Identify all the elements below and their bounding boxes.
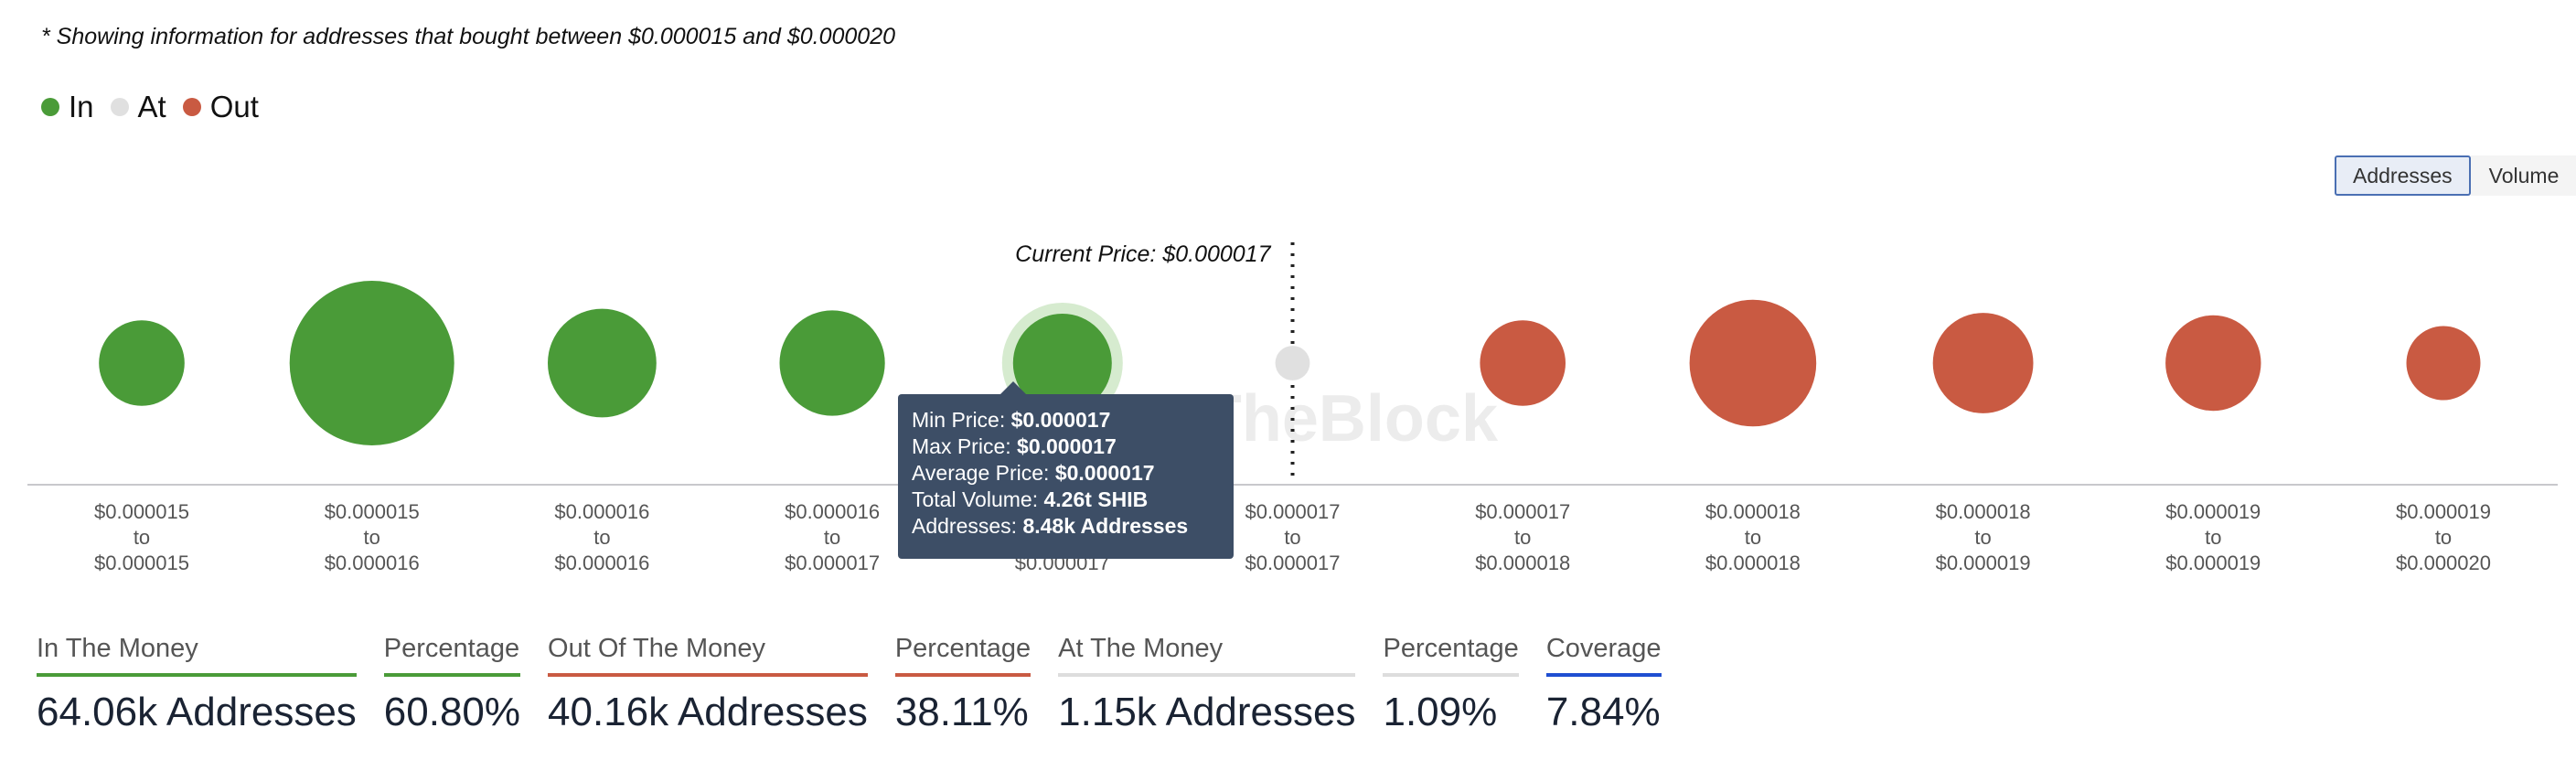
bubble-in bbox=[548, 308, 657, 418]
x-tick-label: $0.000016 bbox=[554, 551, 649, 574]
stat-value: 60.80% bbox=[383, 690, 521, 734]
legend-dot-in bbox=[41, 98, 59, 116]
current-price-label: Current Price: $0.000017 bbox=[1015, 241, 1271, 267]
metric-toggle: Addresses Volume bbox=[2335, 155, 2576, 196]
x-tick-label: $0.000019 bbox=[1936, 551, 2031, 574]
stat-out-of-the-money: Out Of The Money 40.16k Addresses bbox=[548, 634, 868, 735]
x-tick-label: to bbox=[1974, 526, 1991, 549]
x-tick-label: to bbox=[364, 526, 380, 549]
stat-value: 1.15k Addresses bbox=[1058, 690, 1356, 734]
stat-label: Percentage bbox=[894, 634, 1031, 677]
x-tick-label: $0.000019 bbox=[2396, 500, 2491, 523]
x-tick-label: to bbox=[1514, 526, 1531, 549]
legend-item-out[interactable]: Out bbox=[182, 90, 259, 124]
addresses-toggle-button[interactable]: Addresses bbox=[2335, 155, 2471, 196]
stat-value: 64.06k Addresses bbox=[37, 690, 357, 734]
stat-in-percentage: Percentage 60.80% bbox=[383, 634, 521, 735]
x-tick-label: $0.000019 bbox=[2165, 551, 2261, 574]
legend-item-in[interactable]: In bbox=[41, 90, 94, 124]
legend: In At Out bbox=[41, 90, 259, 124]
x-tick-label: to bbox=[2435, 526, 2452, 549]
stat-in-the-money: In The Money 64.06k Addresses bbox=[37, 634, 357, 735]
x-tick-label: $0.000016 bbox=[554, 500, 649, 523]
x-tick-label: $0.000018 bbox=[1475, 551, 1570, 574]
stat-value: 1.09% bbox=[1383, 690, 1498, 734]
x-tick-label: $0.000020 bbox=[2396, 551, 2491, 574]
summary-stats: In The Money 64.06k Addresses Percentage… bbox=[37, 634, 1689, 735]
x-tick-label: $0.000019 bbox=[2165, 500, 2261, 523]
bubble-out bbox=[1689, 299, 1817, 427]
tooltip-addr-row: Addresses: 8.48k Addresses bbox=[912, 513, 1234, 540]
tooltip-max-label: Max Price: bbox=[912, 434, 1011, 458]
x-tick-label: to bbox=[593, 526, 610, 549]
tooltip-min-value: $0.000017 bbox=[1010, 408, 1111, 432]
x-tick-label: $0.000018 bbox=[1705, 551, 1801, 574]
x-tick-label: to bbox=[1745, 526, 1761, 549]
stat-label: In The Money bbox=[37, 634, 357, 677]
stat-coverage: Coverage 7.84% bbox=[1545, 634, 1662, 735]
stat-label: Percentage bbox=[383, 634, 521, 677]
stat-at-the-money: At The Money 1.15k Addresses bbox=[1058, 634, 1356, 735]
stat-at-percentage: Percentage 1.09% bbox=[1383, 634, 1519, 735]
stat-value: 38.11% bbox=[894, 690, 1029, 734]
range-note: * Showing information for addresses that… bbox=[41, 24, 896, 49]
bubble-out bbox=[2165, 315, 2261, 412]
tooltip-avg-label: Average Price: bbox=[912, 461, 1050, 485]
x-tick-label: $0.000015 bbox=[94, 500, 189, 523]
tooltip-max-row: Max Price: $0.000017 bbox=[912, 434, 1234, 460]
x-tick-label: $0.000018 bbox=[1705, 500, 1801, 523]
legend-label-in: In bbox=[69, 90, 94, 123]
x-tick-label: $0.000017 bbox=[1245, 551, 1341, 574]
bubble-out bbox=[2406, 326, 2481, 401]
tooltip-min-row: Min Price: $0.000017 bbox=[912, 407, 1234, 434]
stat-label: Out Of The Money bbox=[548, 634, 868, 677]
stat-value: 7.84% bbox=[1545, 690, 1661, 734]
x-tick-label: $0.000016 bbox=[325, 551, 420, 574]
bubble-in bbox=[99, 320, 185, 406]
tooltip-addr-value: 8.48k Addresses bbox=[1022, 514, 1189, 538]
tooltip-vol-label: Total Volume: bbox=[912, 487, 1039, 511]
x-tick-label: $0.000018 bbox=[1936, 500, 2031, 523]
stat-label: Percentage bbox=[1383, 634, 1519, 677]
bubble-at bbox=[1275, 346, 1310, 380]
x-tick-label: $0.000016 bbox=[785, 500, 880, 523]
legend-label-at: At bbox=[137, 90, 166, 123]
stat-out-percentage: Percentage 38.11% bbox=[894, 634, 1031, 735]
legend-dot-at bbox=[110, 98, 129, 116]
tooltip-addr-label: Addresses: bbox=[912, 514, 1018, 538]
stat-label: At The Money bbox=[1058, 634, 1356, 677]
tooltip-max-value: $0.000017 bbox=[1017, 434, 1117, 458]
tooltip-vol-value: 4.26t SHIB bbox=[1043, 487, 1149, 511]
x-tick-label: $0.000015 bbox=[325, 500, 420, 523]
tooltip-avg-value: $0.000017 bbox=[1054, 461, 1155, 485]
tooltip-min-label: Min Price: bbox=[912, 408, 1006, 432]
tooltip-vol-row: Total Volume: 4.26t SHIB bbox=[912, 487, 1234, 513]
tooltip-avg-row: Average Price: $0.000017 bbox=[912, 460, 1234, 487]
x-tick-label: $0.000017 bbox=[1475, 500, 1570, 523]
x-tick-label: $0.000017 bbox=[785, 551, 880, 574]
x-tick-label: $0.000017 bbox=[1245, 500, 1341, 523]
x-tick-label: to bbox=[2205, 526, 2221, 549]
bubble-out bbox=[1932, 313, 2034, 413]
stat-label: Coverage bbox=[1545, 634, 1662, 677]
legend-label-out: Out bbox=[209, 90, 259, 123]
bubble-out bbox=[1480, 320, 1566, 406]
bubble-in bbox=[779, 310, 885, 416]
x-tick-label: to bbox=[134, 526, 150, 549]
x-tick-label: $0.000015 bbox=[94, 551, 189, 574]
bubble-in bbox=[1012, 314, 1112, 412]
legend-dot-out bbox=[182, 98, 201, 116]
x-tick-label: to bbox=[1284, 526, 1300, 549]
x-tick-label: to bbox=[824, 526, 840, 549]
legend-item-at[interactable]: At bbox=[110, 90, 166, 124]
bubble-in bbox=[289, 281, 454, 445]
volume-toggle-button[interactable]: Volume bbox=[2470, 155, 2576, 196]
stat-value: 40.16k Addresses bbox=[548, 690, 868, 734]
price-tooltip: Min Price: $0.000017 Max Price: $0.00001… bbox=[898, 381, 1234, 559]
